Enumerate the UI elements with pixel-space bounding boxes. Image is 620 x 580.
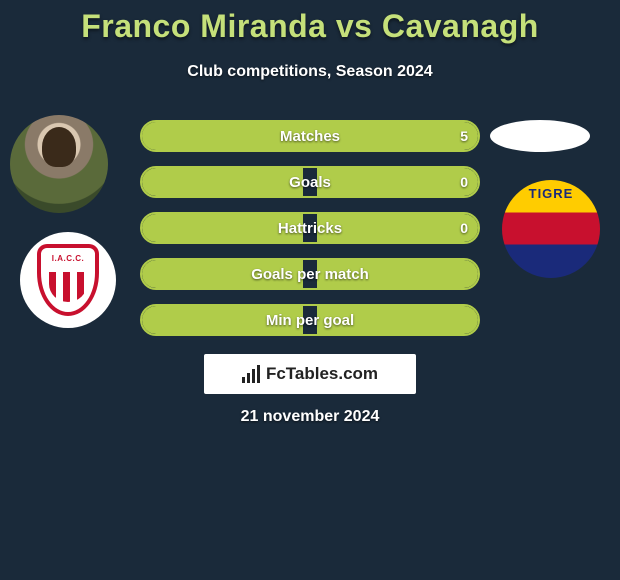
chart-icon [242, 365, 260, 383]
stat-label: Hattricks [142, 214, 478, 242]
watermark: FcTables.com [204, 354, 416, 394]
stat-label: Min per goal [142, 306, 478, 334]
subtitle: Club competitions, Season 2024 [0, 63, 620, 81]
page-title: Franco Miranda vs Cavanagh [0, 0, 620, 45]
stat-label: Goals [142, 168, 478, 196]
club-left-badge [20, 232, 116, 328]
watermark-text: FcTables.com [266, 364, 378, 384]
date-text: 21 november 2024 [0, 408, 620, 426]
stat-label: Matches [142, 122, 478, 150]
stat-bar: Min per goal [140, 304, 480, 336]
stat-bar: 0Goals [140, 166, 480, 198]
stats-bars: 5Matches 0Goals 0Hattricks Goals per match M… [140, 120, 480, 350]
stat-bar: 0Hattricks [140, 212, 480, 244]
player-right-avatar [490, 120, 590, 152]
club-left-shield-icon [37, 244, 99, 316]
stat-label: Goals per match [142, 260, 478, 288]
club-right-label: TIGRE [529, 186, 574, 201]
player-left-avatar [10, 115, 108, 213]
stat-bar: Goals per match [140, 258, 480, 290]
club-right-badge: TIGRE [502, 180, 600, 278]
stat-bar: 5Matches [140, 120, 480, 152]
